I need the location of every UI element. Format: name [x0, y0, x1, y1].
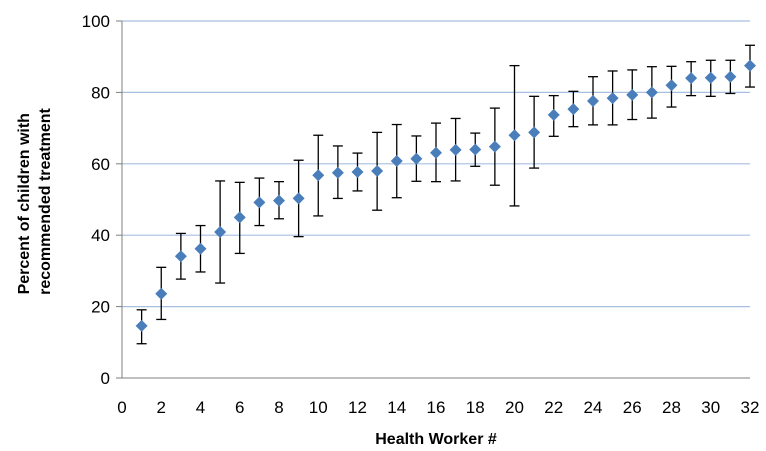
y-tick-label-100: 100 — [82, 12, 110, 31]
data-point-15 — [410, 152, 423, 165]
data-point-1 — [135, 319, 148, 332]
axes — [121, 21, 750, 379]
data-point-6 — [233, 211, 246, 224]
y-axis-title-line-1: Percent of children with — [16, 113, 33, 294]
data-point-25 — [606, 92, 619, 105]
data-point-13 — [371, 164, 384, 177]
y-tick-label-80: 80 — [91, 83, 110, 102]
data-point-14 — [390, 154, 403, 167]
x-tick-label-14: 14 — [387, 398, 406, 417]
data-point-7 — [253, 196, 266, 209]
x-tick-label-6: 6 — [235, 398, 244, 417]
data-point-16 — [430, 146, 442, 159]
data-point-22 — [547, 108, 560, 121]
x-tick-label-24: 24 — [584, 398, 603, 417]
data-markers — [135, 59, 756, 332]
x-axis-title: Health Worker # — [375, 431, 497, 448]
data-point-4 — [194, 242, 207, 255]
data-point-31 — [724, 70, 737, 83]
x-tick-label-10: 10 — [309, 398, 328, 417]
y-tick-label-20: 20 — [91, 298, 110, 317]
x-tick-labels: 0 2 4 6 8 10 12 14 16 18 20 22 24 26 28 30 32 — [117, 398, 759, 417]
x-tick-label-8: 8 — [274, 398, 283, 417]
data-point-19 — [488, 140, 501, 153]
x-tick-label-22: 22 — [544, 398, 563, 417]
y-tick-label-40: 40 — [91, 226, 110, 245]
x-tick-label-26: 26 — [623, 398, 642, 417]
data-point-20 — [508, 129, 521, 142]
x-tick-label-18: 18 — [466, 398, 485, 417]
data-point-27 — [645, 86, 658, 99]
y-tick-label-60: 60 — [91, 155, 110, 174]
y-tick-label-0: 0 — [101, 369, 110, 388]
x-tick-label-30: 30 — [701, 398, 720, 417]
x-tick-label-0: 0 — [117, 398, 126, 417]
error-bars — [136, 44, 755, 345]
y-tick-labels: 0 20 40 60 80 100 — [82, 12, 122, 388]
data-point-18 — [469, 143, 482, 156]
data-point-23 — [567, 103, 580, 116]
data-point-12 — [351, 166, 364, 179]
data-point-28 — [665, 79, 678, 92]
data-point-32 — [744, 59, 756, 72]
x-tick-label-12: 12 — [348, 398, 367, 417]
y-axis-title-line-2: recommended treatment — [37, 107, 54, 294]
x-tick-label-20: 20 — [505, 398, 524, 417]
data-point-10 — [312, 169, 325, 182]
data-point-21 — [528, 126, 541, 139]
data-point-2 — [155, 287, 168, 300]
data-point-26 — [626, 88, 639, 101]
data-point-24 — [587, 94, 599, 107]
data-point-29 — [685, 72, 698, 85]
y-axis-title: Percent of children with recommended tre… — [16, 107, 54, 294]
x-tick-label-28: 28 — [662, 398, 681, 417]
x-tick-label-16: 16 — [427, 398, 446, 417]
data-point-3 — [174, 250, 187, 263]
data-point-9 — [292, 192, 305, 205]
data-point-30 — [704, 71, 717, 84]
data-point-8 — [273, 194, 285, 207]
x-tick-label-32: 32 — [741, 398, 760, 417]
x-tick-label-4: 4 — [196, 398, 205, 417]
data-point-11 — [331, 166, 344, 179]
x-tick-label-2: 2 — [157, 398, 166, 417]
data-point-17 — [449, 143, 462, 156]
data-point-5 — [214, 225, 227, 238]
